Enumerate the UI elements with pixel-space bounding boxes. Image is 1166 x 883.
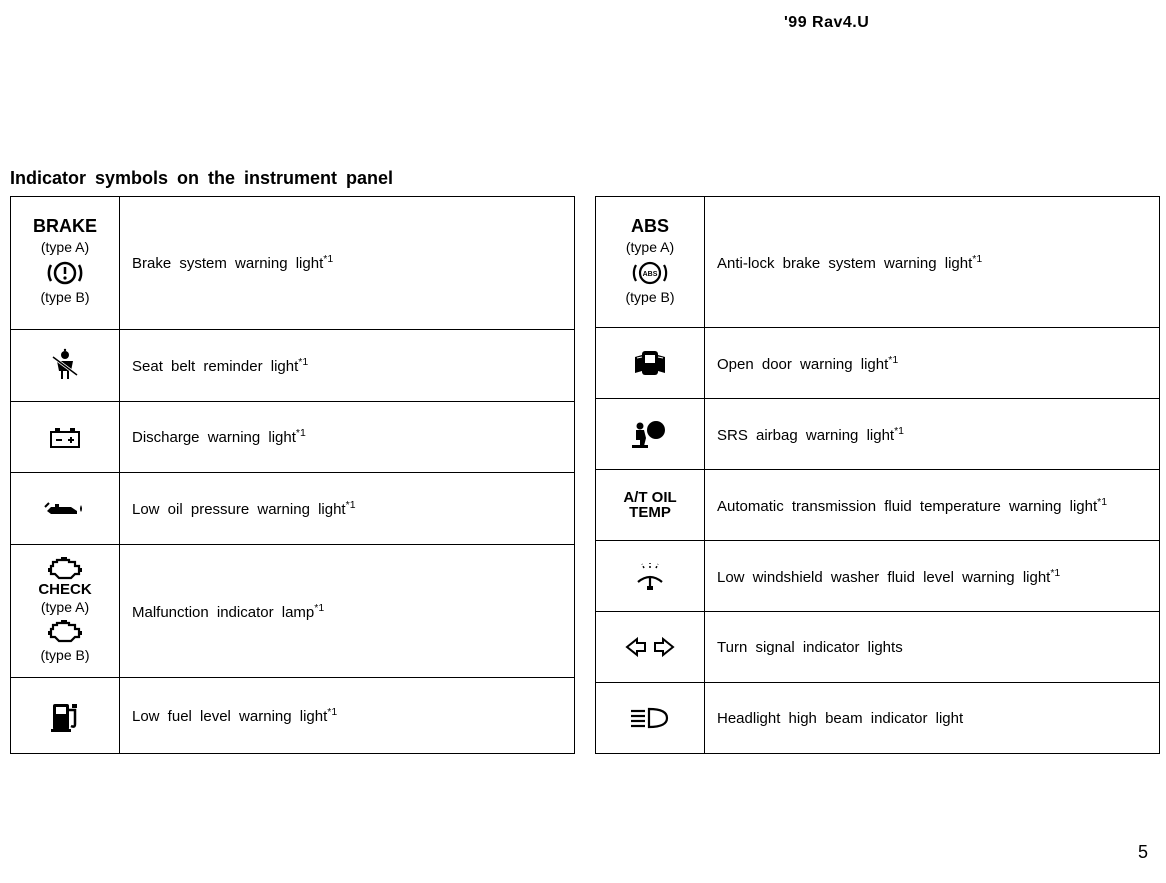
footnote-marker: *1 [1097, 496, 1107, 508]
description-cell: Malfunction indicator lamp*1 [120, 545, 575, 678]
oil-icon [13, 497, 117, 521]
header-model: '99 Rav4.U [784, 14, 869, 32]
description-cell: Automatic transmission fluid temperature… [705, 470, 1160, 541]
right-table: ABS (type A) ABS (type B)Anti-lock brake… [595, 196, 1160, 754]
seatbelt-icon [13, 347, 117, 383]
description-cell: Headlight high beam indicator light [705, 683, 1160, 754]
brake-text-icon: BRAKE [13, 216, 117, 237]
footnote-marker: *1 [346, 499, 356, 511]
battery-icon [13, 424, 117, 450]
table-row: Discharge warning light*1 [11, 401, 575, 473]
type-a-label: (type A) [598, 239, 702, 255]
tables-container: BRAKE (type A) (type B)Brake system warn… [10, 196, 1160, 754]
description-text: Brake system warning light [132, 255, 323, 272]
icon-cell [11, 677, 120, 753]
icon-cell: BRAKE (type A) (type B) [11, 197, 120, 330]
icon-cell: CHECK (type A) (type B) [11, 545, 120, 678]
page-number: 5 [1138, 842, 1148, 863]
description-cell: Brake system warning light*1 [120, 197, 575, 330]
icon-cell: A/T OILTEMP [596, 470, 705, 541]
type-b-label: (type B) [13, 289, 117, 305]
description-text: Open door warning light [717, 356, 888, 373]
footnote-marker: *1 [296, 427, 306, 439]
abs-b-icon: ABS [598, 259, 702, 287]
atoil-text-icon: A/T OILTEMP [598, 490, 702, 520]
type-b-label: (type B) [598, 289, 702, 305]
description-text: Malfunction indicator lamp [132, 604, 314, 621]
icon-cell [596, 328, 705, 399]
description-text: SRS airbag warning light [717, 427, 894, 444]
description-text: Automatic transmission fluid temperature… [717, 498, 1097, 515]
table-row: Turn signal indicator lights [596, 612, 1160, 683]
description-cell: SRS airbag warning light*1 [705, 399, 1160, 470]
table-row: BRAKE (type A) (type B)Brake system warn… [11, 197, 575, 330]
icon-cell [596, 683, 705, 754]
footnote-marker: *1 [888, 354, 898, 366]
table-row: Low fuel level warning light*1 [11, 677, 575, 753]
table-row: SRS airbag warning light*1 [596, 399, 1160, 470]
icon-cell [11, 473, 120, 545]
description-text: Anti-lock brake system warning light [717, 255, 972, 272]
engine-a-icon [13, 556, 117, 582]
left-table: BRAKE (type A) (type B)Brake system warn… [10, 196, 575, 754]
icon-cell [596, 541, 705, 612]
description-text: Low oil pressure warning light [132, 501, 346, 518]
brake-b-icon [13, 259, 117, 287]
svg-text:ABS: ABS [643, 271, 658, 278]
washer-icon [598, 560, 702, 592]
description-text: Seat belt reminder light [132, 358, 298, 375]
description-text: Headlight high beam indicator light [717, 710, 963, 727]
description-text: Turn signal indicator lights [717, 639, 903, 656]
footnote-marker: *1 [972, 253, 982, 265]
description-text: Low windshield washer fluid level warnin… [717, 569, 1050, 586]
description-cell: Seat belt reminder light*1 [120, 329, 575, 401]
engine-b-icon [13, 619, 117, 645]
description-cell: Low oil pressure warning light*1 [120, 473, 575, 545]
description-cell: Low windshield washer fluid level warnin… [705, 541, 1160, 612]
footnote-marker: *1 [1050, 567, 1060, 579]
icon-cell [596, 399, 705, 470]
check-text: CHECK [13, 582, 117, 597]
abs-text-icon: ABS [598, 216, 702, 237]
description-cell: Anti-lock brake system warning light*1 [705, 197, 1160, 328]
table-row: Low oil pressure warning light*1 [11, 473, 575, 545]
description-cell: Low fuel level warning light*1 [120, 677, 575, 753]
type-a-label: (type A) [13, 599, 117, 615]
airbag-icon [598, 418, 702, 450]
section-title: Indicator symbols on the instrument pane… [10, 168, 393, 189]
footnote-marker: *1 [323, 253, 333, 265]
table-row: Open door warning light*1 [596, 328, 1160, 399]
icon-cell: ABS (type A) ABS (type B) [596, 197, 705, 328]
table-row: ABS (type A) ABS (type B)Anti-lock brake… [596, 197, 1160, 328]
highbeam-icon [598, 705, 702, 731]
table-row: Low windshield washer fluid level warnin… [596, 541, 1160, 612]
description-cell: Discharge warning light*1 [120, 401, 575, 473]
door-icon [598, 347, 702, 379]
table-row: Headlight high beam indicator light [596, 683, 1160, 754]
turn-icon [598, 635, 702, 659]
footnote-marker: *1 [314, 602, 324, 614]
table-row: A/T OILTEMP Automatic transmission fluid … [596, 470, 1160, 541]
footnote-marker: *1 [298, 356, 308, 368]
icon-cell [11, 401, 120, 473]
footnote-marker: *1 [327, 706, 337, 718]
type-b-label: (type B) [13, 647, 117, 663]
description-text: Low fuel level warning light [132, 708, 327, 725]
footnote-marker: *1 [894, 425, 904, 437]
type-a-label: (type A) [13, 239, 117, 255]
fuel-icon [13, 698, 117, 732]
icon-cell [596, 612, 705, 683]
description-cell: Open door warning light*1 [705, 328, 1160, 399]
table-row: CHECK (type A) (type B)Malfunction indic… [11, 545, 575, 678]
description-cell: Turn signal indicator lights [705, 612, 1160, 683]
icon-cell [11, 329, 120, 401]
table-row: Seat belt reminder light*1 [11, 329, 575, 401]
description-text: Discharge warning light [132, 429, 296, 446]
